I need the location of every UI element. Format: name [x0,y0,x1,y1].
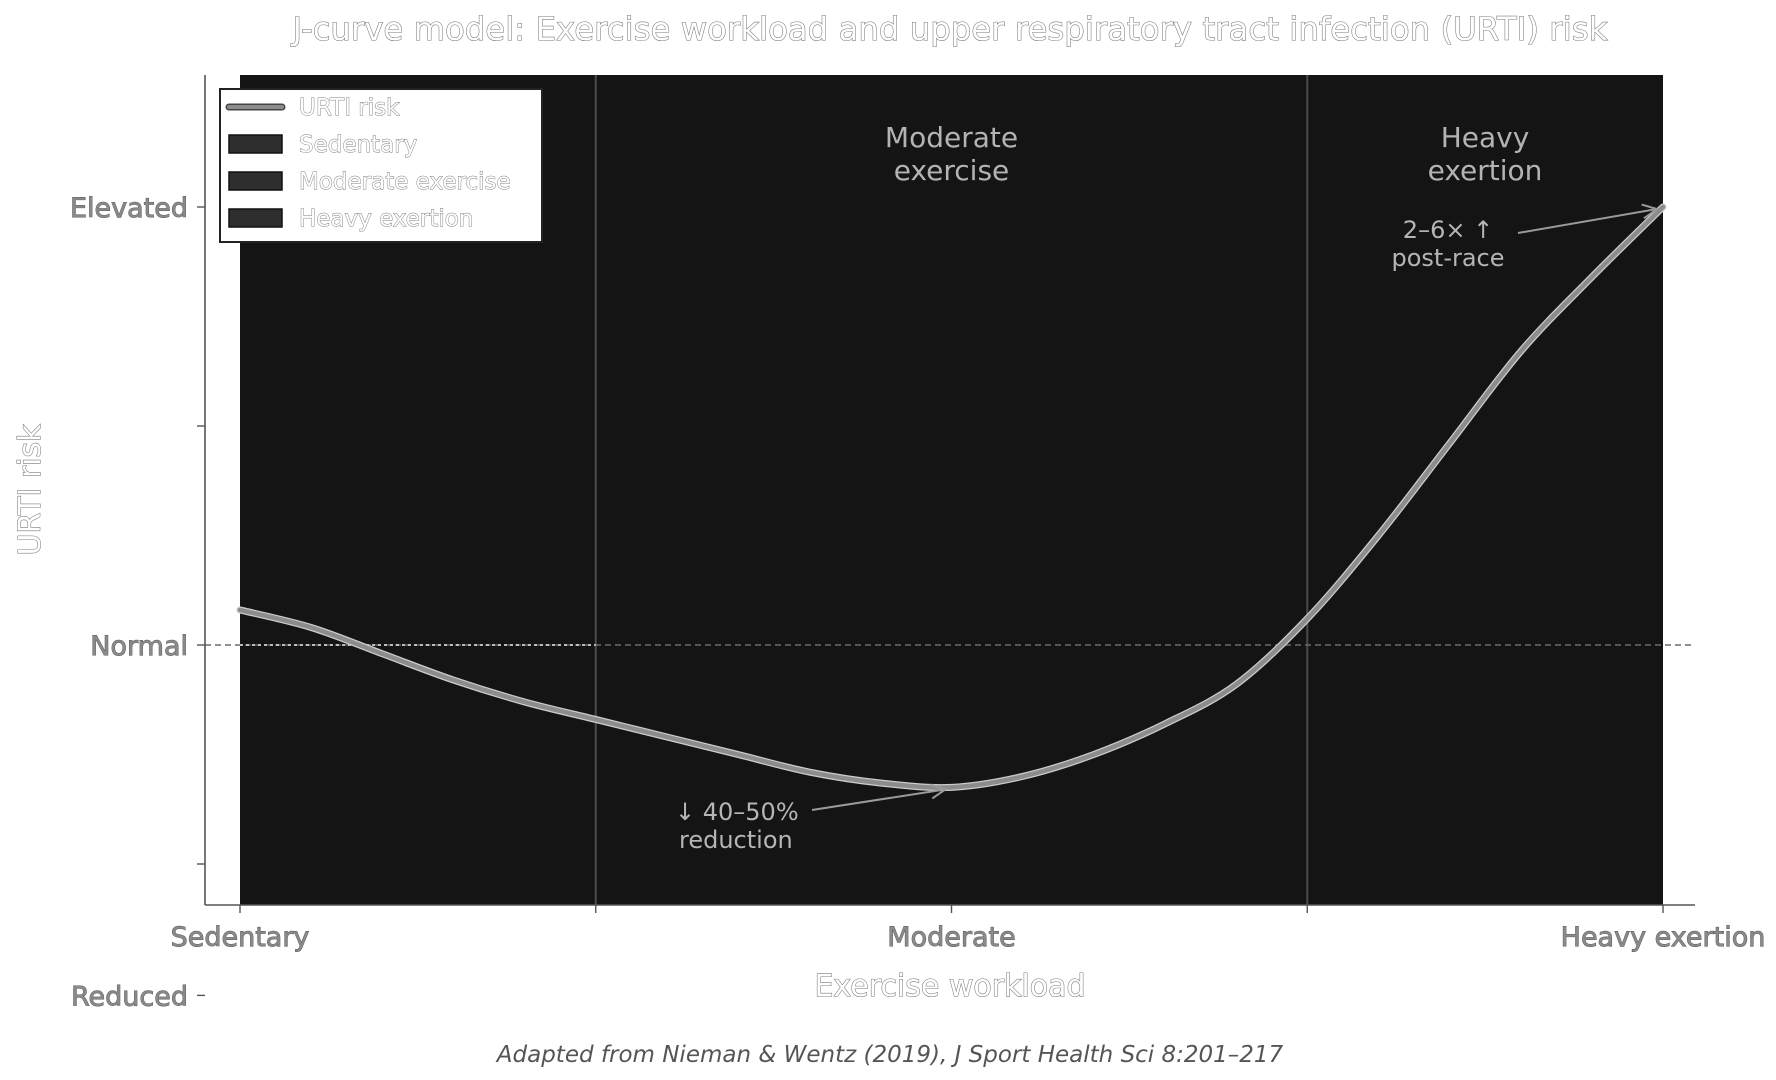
legend-label: Heavy exertion [299,206,473,232]
annotation-arrowhead [929,783,948,800]
annotation-text: 2–6× ↑ post-race [1391,216,1504,272]
series-layer [236,203,1667,792]
x-tick-label: Heavy exertion [1561,922,1766,953]
legend-patch-swatch [228,134,283,154]
source-note: Adapted from Nieman & Wentz (2019), J Sp… [495,1042,1284,1068]
x-tick-label: Sedentary [171,922,310,953]
legend: URTI risk Sedentary Moderate exercise Heavy… [219,88,543,243]
legend-patch-swatch [228,208,283,228]
legend-patch-swatch [228,171,283,191]
annotation-arrow [811,788,946,811]
y-tick-label: Elevated [70,193,188,224]
annotation-arrow [1517,208,1658,234]
region-label: Heavy exertion [1428,121,1543,187]
x-tick-label: Moderate [887,922,1015,953]
annotation-arrowhead [1641,203,1660,220]
region-label: Moderate exercise [885,121,1018,187]
legend-label: Sedentary [299,132,417,158]
x-axis-label: Exercise workload [814,969,1085,1004]
urti-risk-curve [237,204,1666,790]
annotations: ↓ 40–50% reduction 2–6× ↑ post-race [675,203,1660,854]
legend-label: Moderate exercise [299,169,511,195]
y-tick-label: Normal [90,631,188,662]
y-tick-label: Reduced [71,981,188,1012]
axes: Reduced Normal Elevated Sedentary Moderate He… [70,75,1766,1013]
y-axis-label: URTI risk [13,424,48,556]
chart-title: J-curve model: Exercise workload and upp… [291,10,1608,48]
annotation-text: ↓ 40–50% reduction [675,798,799,854]
legend-label: URTI risk [299,95,400,121]
